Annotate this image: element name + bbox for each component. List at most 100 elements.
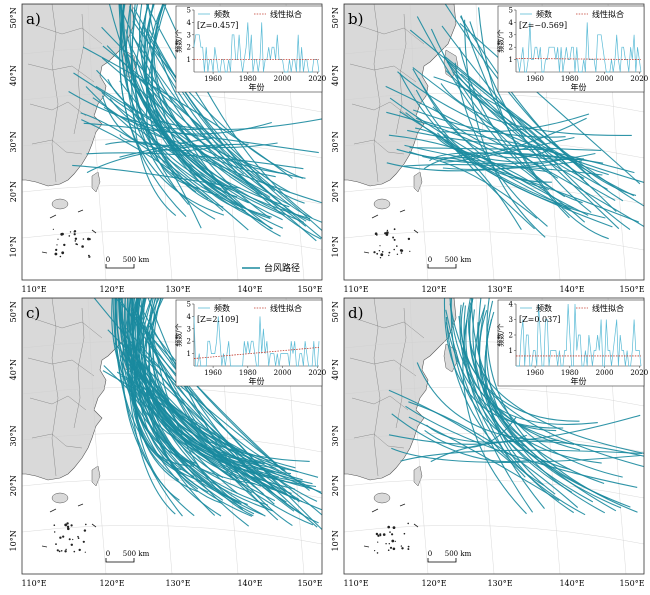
- typhoon-track: [103, 365, 314, 526]
- typhoon-track: [399, 111, 572, 211]
- inset-ytick-label: 2: [187, 44, 191, 52]
- hainan-land: [51, 492, 69, 504]
- legend-fit-label: 线性拟合: [270, 9, 302, 19]
- typhoon-track: [472, 309, 622, 509]
- inset-ytick-label: 3: [509, 316, 513, 324]
- typhoon-track: [449, 303, 580, 422]
- frequency-inset: 1 2 3 4 5 1960 1980 2000 2020 年份 频数/个 频数 线性拟合 [Z=0.45…: [174, 5, 326, 93]
- typhoon-track: [118, 4, 209, 200]
- inset-xtick-label: 1960: [526, 75, 544, 83]
- inset-ytick-label: 3: [187, 325, 191, 333]
- province-border: [73, 307, 85, 429]
- inset-xtick-label: 1960: [204, 75, 222, 83]
- island-dot: [82, 540, 85, 543]
- typhoon-track: [469, 21, 592, 213]
- typhoon-track: [405, 405, 638, 488]
- island-dot: [69, 231, 72, 233]
- island-dot: [67, 527, 70, 531]
- inset-xtick-label: 2020: [308, 369, 326, 377]
- province-border: [31, 139, 83, 155]
- scalebar-label: 500 km: [445, 256, 472, 264]
- island-dot: [394, 540, 396, 542]
- island-dot: [82, 238, 85, 240]
- typhoon-track: [409, 29, 644, 207]
- graticule-lon: [87, 298, 107, 574]
- inset-ylabel: 频数/个: [496, 323, 505, 346]
- typhoon-track: [388, 389, 526, 478]
- inset-ytick-label: 5: [509, 7, 513, 15]
- island-dot: [68, 235, 71, 237]
- graticule-lon: [409, 4, 429, 280]
- province-border: [51, 298, 59, 477]
- lat-label: 30°N: [9, 425, 18, 446]
- inset-xtick-label: 1960: [204, 369, 222, 377]
- typhoon-track: [124, 298, 176, 515]
- typhoon-track: [463, 318, 594, 503]
- lon-label: 150°E: [297, 579, 322, 588]
- inset-xtick-label: 2020: [630, 75, 648, 83]
- island-dot: [407, 522, 409, 525]
- inset-ytick-label: 4: [187, 19, 192, 27]
- island-dot: [386, 231, 389, 234]
- lat-label: 50°N: [9, 301, 18, 322]
- typhoon-track: [478, 310, 608, 499]
- island-dot: [89, 256, 91, 258]
- typhoon-track: [459, 22, 641, 185]
- lon-label: 110°E: [21, 285, 46, 294]
- legend-freq-label: 频数: [214, 303, 230, 313]
- inset-ytick-label: 5: [187, 7, 191, 15]
- legend-freq-label: 频数: [536, 9, 552, 19]
- island-dot: [63, 243, 66, 247]
- island-dash: [363, 503, 419, 548]
- hainan-land: [373, 198, 391, 210]
- island-dash: [41, 503, 97, 548]
- typhoon-track: [150, 345, 322, 531]
- scalebar-zero: 0: [106, 550, 110, 558]
- typhoon-track: [412, 68, 550, 191]
- island-dot: [392, 236, 395, 239]
- island-dot: [88, 254, 90, 257]
- typhoon-track: [388, 434, 528, 445]
- graticule-lat: [344, 433, 644, 453]
- typhoon-track: [412, 67, 616, 201]
- typhoon-track: [135, 55, 228, 191]
- typhoon-track: [460, 73, 617, 212]
- island-dot: [380, 253, 384, 257]
- island-dot: [74, 237, 78, 240]
- lon-label: 130°E: [487, 285, 512, 294]
- typhoon-track: [408, 416, 560, 502]
- typhoon-track: [145, 4, 249, 204]
- inset-box: [175, 299, 323, 387]
- typhoon-track: [440, 83, 632, 136]
- typhoon-track: [148, 298, 262, 464]
- typhoon-track: [456, 81, 635, 197]
- island-dot: [386, 229, 389, 232]
- island-dot: [375, 532, 379, 536]
- island-dot: [403, 532, 406, 535]
- inset-ytick-label: 2: [509, 332, 513, 340]
- typhoon-track: [131, 298, 180, 501]
- island-dot: [55, 543, 57, 545]
- inset-ytick-label: 2: [187, 338, 191, 346]
- island-dot: [62, 535, 65, 538]
- scalebar-label: 500 km: [123, 550, 150, 558]
- island-dot: [64, 550, 67, 553]
- typhoon-track: [440, 131, 635, 174]
- typhoon-track: [142, 26, 305, 204]
- inset-xtick-label: 2020: [630, 369, 648, 377]
- map-frame: [21, 297, 323, 575]
- island-dot: [88, 238, 91, 241]
- island-dot: [66, 522, 69, 525]
- typhoon-track: [413, 109, 566, 138]
- inset-ytick-label: 3: [187, 31, 191, 39]
- lon-label: 150°E: [619, 579, 644, 588]
- map-frame: [343, 297, 645, 575]
- legend-fit-label: 线性拟合: [592, 9, 624, 19]
- typhoon-track: [459, 47, 566, 198]
- province-border: [351, 395, 409, 411]
- scalebar-label: 500 km: [123, 256, 150, 264]
- frequency-inset: 1 2 3 4 5 1960 1980 2000 2020 年份 频数/个 频数 线性拟合 [Z=2.10…: [174, 299, 326, 387]
- island-dot: [382, 533, 386, 536]
- typhoon-track: [400, 449, 643, 462]
- inset-frequency-line: [516, 303, 642, 367]
